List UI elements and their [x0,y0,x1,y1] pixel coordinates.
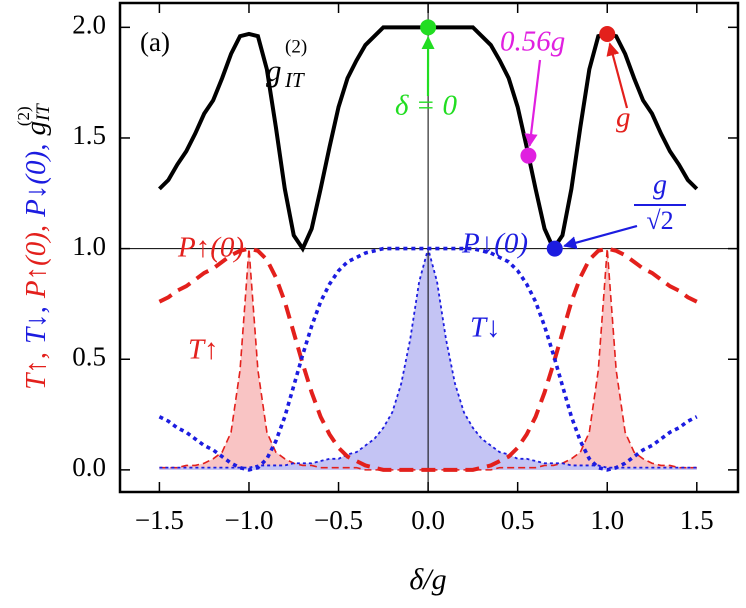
y-label-part: P↑(0), [20,225,52,299]
series-label: T↑ [188,334,219,366]
y-label-part: g [20,121,52,136]
series-line [158,246,698,472]
annotation-arrow [524,59,542,148]
panel-label: (a) [140,27,170,57]
y-label-part: T↓, [20,306,52,344]
series-label: g [266,53,282,88]
x-axis-label: δ/g [409,563,446,596]
series-label: T↓ [470,312,501,344]
x-tick-label: −0.5 [314,505,363,535]
y-axis-label: T↑, T↓, P↑(0), P↓(0), gIT(2) [14,103,54,390]
x-tick-label: 0.0 [411,505,445,535]
x-tick-label: −1.0 [224,505,273,535]
highlight-point [420,19,437,36]
x-tick-label: 1.0 [590,505,624,535]
y-tick-label: 0.5 [72,341,106,371]
y-tick-label: 2.0 [72,10,106,40]
highlight-point [520,147,537,164]
y-label-part: P↓(0), [20,144,52,218]
y-label-part: T↑, [20,352,52,390]
point-label: g [653,169,667,200]
series-label: P↑(0) [177,232,244,264]
highlight-point [599,25,616,42]
annotation-arrow [606,42,629,109]
point-label: √2 [646,206,673,235]
point-label: g [616,102,631,134]
series-label: P↓(0) [461,228,528,260]
series-label-sub: IT [284,68,305,92]
y-tick-label: 1.0 [72,231,106,261]
y-tick-label: 1.5 [72,120,106,150]
x-tick-label: 0.5 [501,505,535,535]
x-tick-label: −1.5 [135,505,184,535]
y-label-sub: IT [33,103,54,122]
y-label-sup: (2) [14,106,33,126]
point-label: 0.56g [500,26,565,58]
highlight-point [546,240,563,257]
plot-frame [118,1,740,494]
annotation-arrow [563,224,638,250]
x-tick-label: 1.5 [680,505,714,535]
point-label: δ = 0 [395,90,458,122]
y-tick-label: 0.0 [72,452,106,482]
series-label-sup: (2) [285,36,307,57]
series-line [158,246,698,472]
